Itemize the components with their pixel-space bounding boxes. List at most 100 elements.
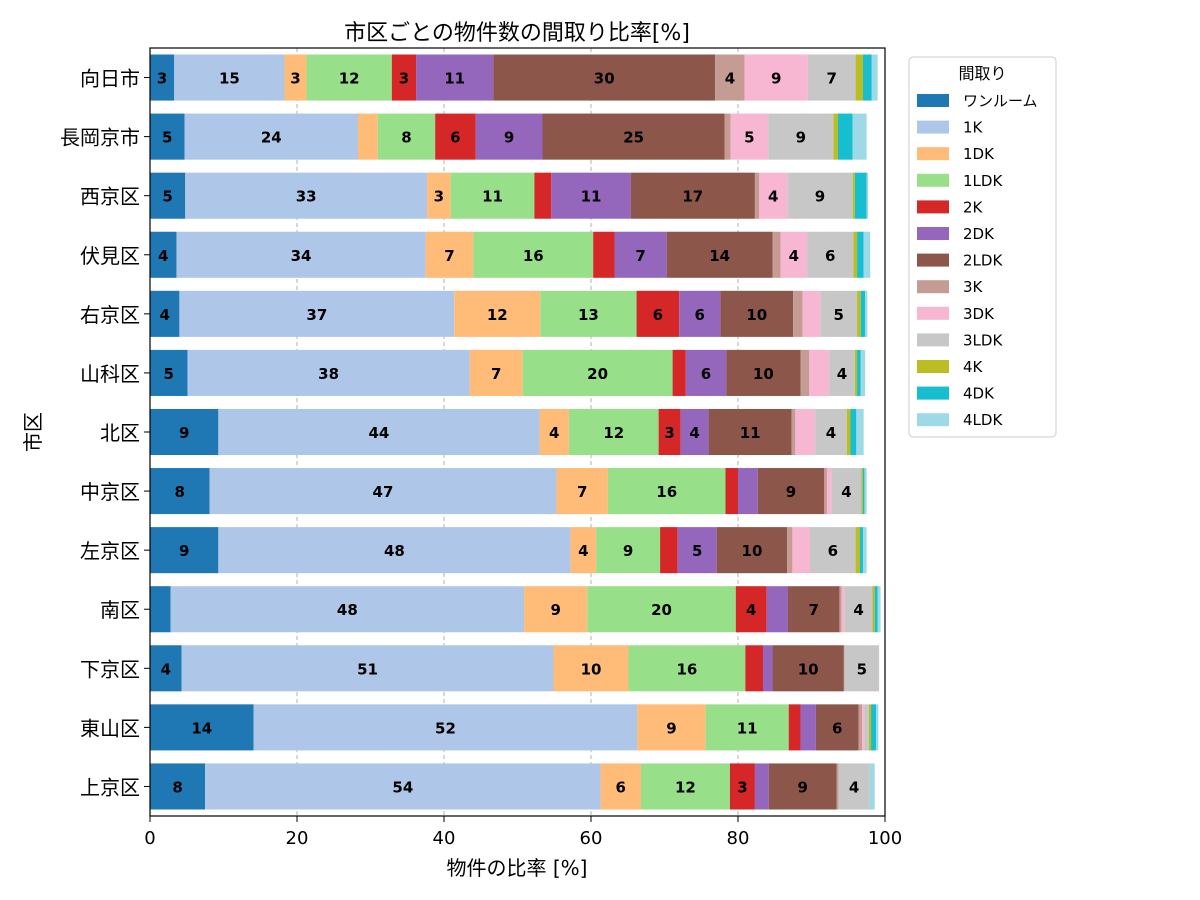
bar-segment [831, 468, 862, 515]
bar-segment [807, 54, 856, 101]
bar-segment [170, 586, 525, 633]
bar-segment [852, 113, 867, 160]
bar-segment [841, 586, 845, 633]
bar-segment [810, 527, 856, 574]
data-label: 4 [826, 424, 836, 442]
data-label: 4 [768, 188, 778, 206]
bar-segment [715, 54, 745, 101]
bar-segment [708, 408, 792, 456]
bar-segment [858, 704, 863, 751]
bar-segment [735, 586, 767, 633]
bar-segment [820, 290, 858, 337]
data-label: 6 [450, 129, 460, 147]
bar-segment [744, 54, 808, 101]
bar-segment [607, 468, 726, 515]
data-label: 4 [725, 70, 735, 88]
bar-segment [680, 408, 709, 456]
data-label: 4 [789, 247, 799, 265]
bar-segment [787, 586, 840, 633]
bar-segment [768, 113, 834, 160]
bar-segment [209, 468, 557, 515]
bar-segment [150, 645, 182, 692]
y-tick-label: 中京区 [80, 480, 140, 504]
bar-segment [871, 54, 878, 101]
data-label: 6 [832, 719, 842, 737]
y-tick-label: 北区 [100, 421, 140, 445]
bar-segment [716, 527, 788, 574]
bar-segment [553, 645, 629, 692]
legend-swatch [917, 360, 949, 373]
bar-segment [874, 586, 878, 633]
data-label: 7 [444, 247, 454, 265]
bar-segment [871, 704, 877, 751]
bar-segment [637, 704, 706, 751]
legend-entry: 2K [963, 198, 984, 216]
bar-segment [450, 172, 535, 219]
bar-segment [850, 408, 857, 456]
bar-segment [807, 231, 854, 278]
bar-segment [556, 468, 608, 515]
bar-segment [679, 290, 721, 337]
bar-segment [793, 290, 803, 337]
legend-entry: 4LDK [963, 411, 1003, 429]
bar-segment [772, 231, 781, 278]
data-label: 3 [664, 424, 674, 442]
bar-segment [839, 586, 842, 633]
data-label: 9 [551, 601, 561, 619]
data-label: 6 [653, 306, 663, 324]
data-label: 11 [737, 719, 758, 737]
bar-segment [540, 290, 637, 337]
data-label: 48 [384, 542, 405, 560]
bar-segment [866, 172, 869, 219]
data-label: 10 [798, 660, 819, 678]
bar-segment [800, 349, 810, 396]
data-label: 7 [491, 365, 501, 383]
bar-segment [568, 408, 659, 456]
x-axis-label: 物件の比率 [%] [447, 856, 588, 880]
data-label: 6 [825, 247, 835, 265]
bar-segment [787, 527, 793, 574]
legend-swatch [917, 280, 949, 294]
bar-segment [469, 349, 523, 396]
y-tick-label: 伏見区 [80, 244, 140, 268]
legend-entry: 4DK [963, 385, 995, 403]
data-label: 5 [162, 129, 172, 147]
data-label: 9 [796, 129, 806, 147]
data-label: 20 [651, 601, 672, 619]
data-label: 4 [159, 306, 169, 324]
x-tick-label: 20 [286, 828, 309, 849]
data-label: 9 [771, 70, 781, 88]
bar-segment [844, 586, 873, 633]
data-label: 9 [797, 778, 807, 796]
data-label: 25 [623, 129, 644, 147]
bar-segment [852, 172, 855, 219]
data-label: 12 [487, 306, 508, 324]
data-label: 7 [577, 483, 587, 501]
data-label: 7 [635, 247, 645, 265]
bar-segment [284, 54, 307, 101]
data-label: 4 [849, 778, 859, 796]
bar-segment [185, 172, 428, 219]
data-label: 4 [841, 483, 851, 501]
bar-segment [730, 113, 769, 160]
data-label: 7 [808, 601, 818, 619]
data-label: 5 [857, 660, 867, 678]
data-label: 5 [692, 542, 702, 560]
data-label: 8 [172, 778, 182, 796]
legend-frame [908, 56, 1057, 438]
bar-segment [860, 349, 866, 396]
bar-segment [854, 349, 858, 396]
bar-segment [306, 54, 392, 101]
bar-segment [829, 349, 855, 396]
bar-segment [780, 231, 808, 278]
bar-segment [836, 763, 839, 810]
bar-segment [833, 113, 838, 160]
data-label: 12 [675, 778, 696, 796]
bar-segment [729, 763, 755, 810]
bar-segment [864, 704, 869, 751]
data-label: 6 [701, 365, 711, 383]
data-label: 37 [306, 306, 327, 324]
bar-segment [666, 231, 773, 278]
bar-segment [862, 54, 872, 101]
